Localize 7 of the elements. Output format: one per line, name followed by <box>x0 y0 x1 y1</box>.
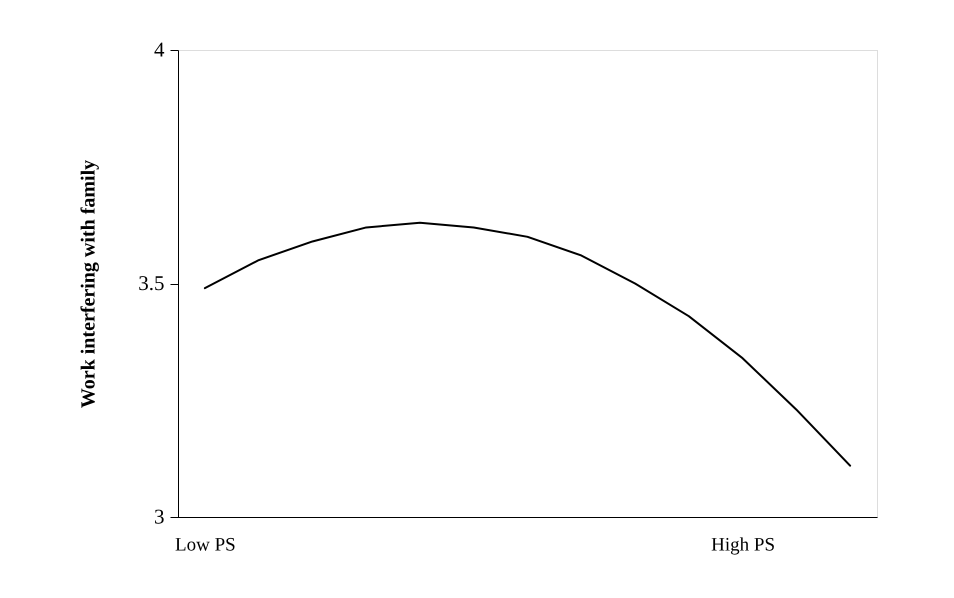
y-tick-label: 3 <box>154 504 164 528</box>
line-series <box>204 222 852 467</box>
x-tick-label: Low PS <box>175 534 236 556</box>
x-tick-label: High PS <box>711 534 776 556</box>
y-tick-label: 4 <box>154 38 165 62</box>
y-axis-title: Work interfering with family <box>77 160 100 408</box>
y-tick-label: 3.5 <box>138 271 164 295</box>
